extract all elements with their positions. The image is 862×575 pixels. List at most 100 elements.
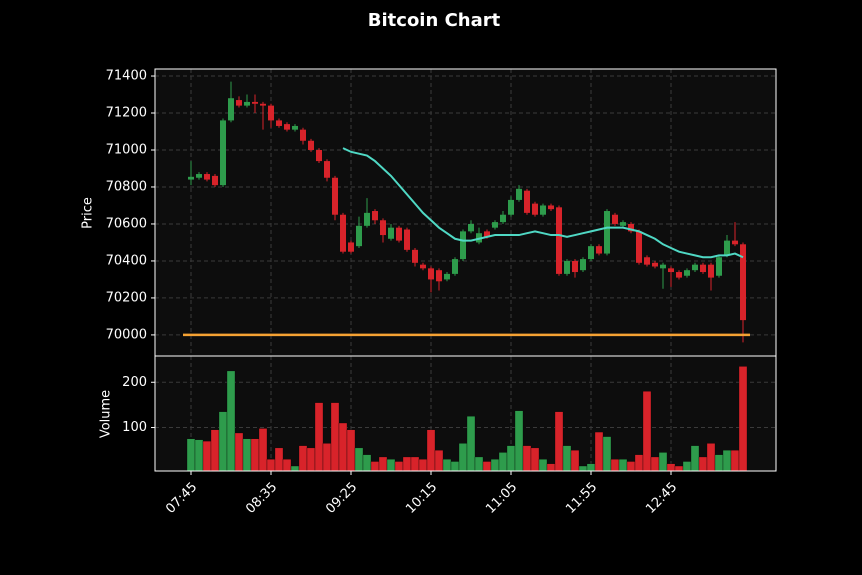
candle-body bbox=[684, 270, 690, 276]
volume-bar bbox=[338, 422, 348, 472]
volume-bar bbox=[490, 459, 500, 472]
candle-body bbox=[668, 268, 674, 273]
candle-body bbox=[612, 214, 618, 224]
candle-body bbox=[708, 264, 714, 278]
volume-frame bbox=[154, 355, 777, 472]
volume-bar bbox=[442, 459, 452, 472]
volume-bar bbox=[458, 443, 468, 472]
candle-body bbox=[508, 199, 514, 215]
y-axis-label: Price bbox=[81, 197, 96, 229]
candle-body bbox=[324, 161, 330, 178]
y-tick-label: 70000 bbox=[106, 327, 147, 342]
candle-body bbox=[620, 222, 626, 226]
candle-body bbox=[516, 188, 522, 200]
volume-bar bbox=[290, 465, 300, 472]
candle-body bbox=[292, 125, 298, 130]
chart-title: Bitcoin Chart bbox=[368, 10, 501, 31]
volume-bar bbox=[354, 447, 364, 472]
candle-body bbox=[556, 207, 562, 274]
volume-bar bbox=[498, 452, 508, 472]
volume-bar bbox=[186, 438, 196, 472]
candle-body bbox=[220, 120, 226, 186]
candle-body bbox=[276, 120, 282, 126]
candle-body bbox=[388, 227, 394, 239]
volume-bar bbox=[698, 456, 708, 472]
candle-body bbox=[500, 214, 506, 223]
candle-body bbox=[348, 242, 354, 252]
candle-body bbox=[212, 175, 218, 186]
candle-body bbox=[588, 246, 594, 260]
candle-body bbox=[420, 264, 426, 269]
volume-bar bbox=[586, 463, 596, 472]
volume-bar bbox=[282, 459, 292, 472]
y-tick-label: 70400 bbox=[106, 253, 147, 268]
candle-body bbox=[444, 273, 450, 280]
volume-bar bbox=[418, 459, 428, 472]
volume-bar bbox=[234, 432, 244, 472]
volume-bar bbox=[202, 440, 212, 472]
volume-bar bbox=[514, 410, 524, 472]
candle-body bbox=[468, 223, 474, 232]
volume-bar bbox=[210, 429, 220, 472]
candle-body bbox=[740, 244, 746, 321]
candle-body bbox=[692, 264, 698, 271]
volume-bar bbox=[194, 439, 204, 472]
volume-bar bbox=[738, 366, 748, 472]
volume-bar bbox=[346, 429, 356, 472]
volume-bar bbox=[674, 465, 684, 472]
candle-body bbox=[364, 212, 370, 226]
volume-bar bbox=[314, 402, 324, 472]
candle-body bbox=[564, 260, 570, 274]
volume-bar bbox=[266, 459, 276, 472]
volume-bar bbox=[642, 391, 652, 472]
candle-body bbox=[724, 240, 730, 256]
volume-bar bbox=[386, 459, 396, 472]
candle-body bbox=[404, 229, 410, 250]
volume-bar bbox=[618, 459, 628, 472]
volume-bar bbox=[602, 436, 612, 472]
volume-bar bbox=[482, 461, 492, 472]
candle-body bbox=[372, 211, 378, 221]
y-tick-label: 70800 bbox=[106, 179, 147, 194]
candle-body bbox=[604, 211, 610, 254]
candle-body bbox=[356, 225, 362, 247]
volume-bar bbox=[258, 428, 268, 472]
volume-axis-label: Volume bbox=[99, 390, 114, 438]
volume-bar bbox=[370, 461, 380, 472]
candle-body bbox=[396, 227, 402, 241]
volume-bar bbox=[426, 429, 436, 472]
volume-bar bbox=[730, 450, 740, 472]
candle-body bbox=[252, 101, 258, 104]
volume-bar bbox=[410, 456, 420, 472]
candle-body bbox=[660, 264, 666, 269]
volume-bar bbox=[250, 438, 260, 472]
volume-bar bbox=[626, 461, 636, 472]
candle-body bbox=[428, 268, 434, 280]
volume-bar bbox=[562, 445, 572, 472]
volume-bar bbox=[322, 443, 332, 472]
volume-bar bbox=[362, 454, 372, 472]
candle-body bbox=[300, 129, 306, 141]
volume-bar bbox=[666, 463, 676, 472]
candle-body bbox=[716, 257, 722, 276]
volume-bar bbox=[298, 445, 308, 472]
volume-bar bbox=[570, 450, 580, 472]
candle-body bbox=[652, 262, 658, 267]
candle-body bbox=[332, 177, 338, 215]
volume-bar bbox=[634, 454, 644, 472]
volume-bar bbox=[474, 456, 484, 472]
candle-body bbox=[236, 100, 242, 106]
y-tick-label: 70600 bbox=[106, 216, 147, 231]
volume-bar bbox=[554, 411, 564, 472]
candle-body bbox=[436, 270, 442, 282]
volume-bar bbox=[434, 450, 444, 472]
candle-body bbox=[540, 205, 546, 215]
volume-bar bbox=[610, 459, 620, 472]
candle-body bbox=[532, 203, 538, 215]
volume-bar bbox=[650, 456, 660, 472]
volume-bar bbox=[466, 416, 476, 472]
candle-body bbox=[284, 124, 290, 130]
volume-bar bbox=[706, 443, 716, 472]
